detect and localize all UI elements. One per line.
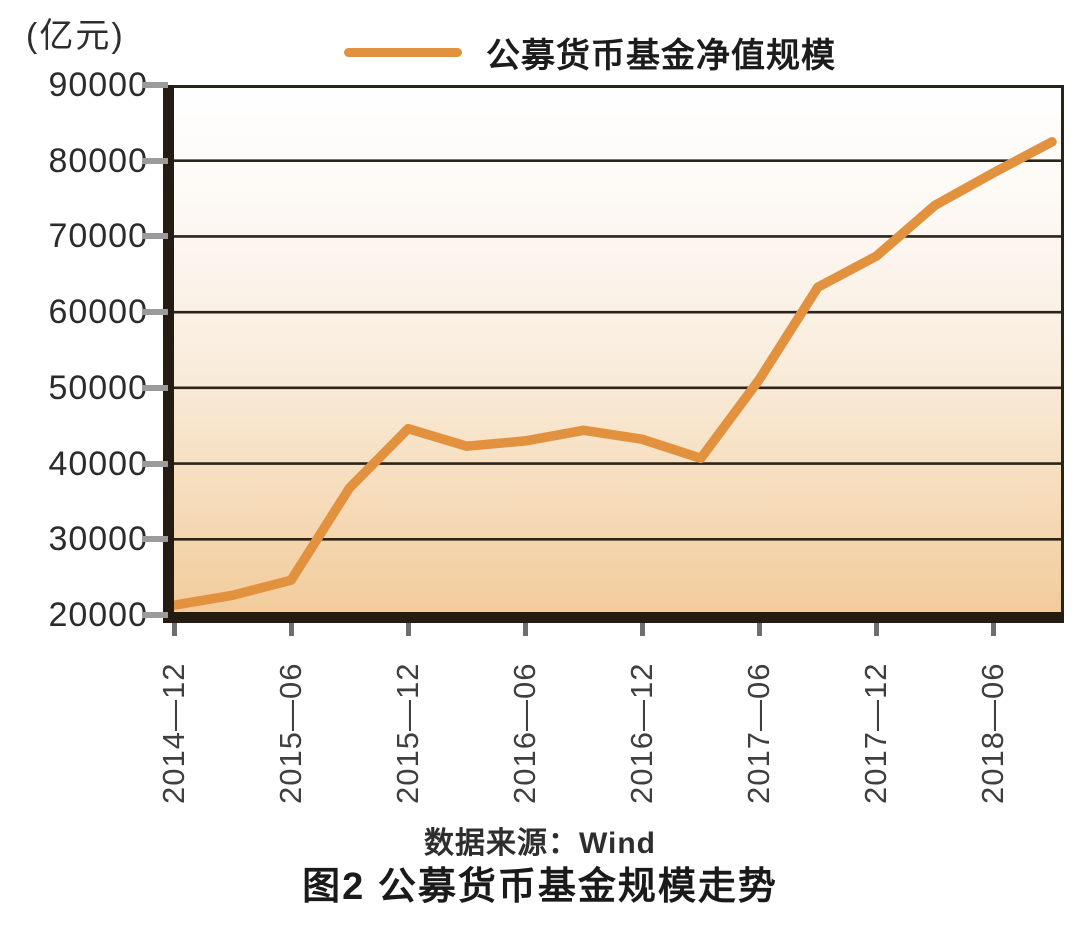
figure-title: 图2 公募货币基金规模走势 [302, 866, 778, 908]
x-tick-mark [990, 623, 996, 636]
legend-label: 公募货币基金净值规模 [486, 37, 836, 75]
y-tick-label: 70000 [48, 217, 148, 256]
line-chart-canvas [174, 85, 1064, 615]
x-tick-label: 2018—06 [975, 662, 1011, 804]
y-tick-mark [142, 309, 168, 316]
legend: 公募货币基金净值规模 [344, 28, 836, 77]
x-axis-bar [163, 612, 1064, 623]
x-tick-label: 2014—12 [156, 662, 191, 804]
y-tick-mark [142, 536, 168, 543]
x-tick-mark [288, 623, 294, 636]
y-tick-label: 40000 [48, 444, 148, 483]
y-tick-mark [142, 384, 168, 391]
x-tick-label: 2015—06 [273, 662, 309, 804]
x-tick-label: 2017—06 [741, 662, 777, 804]
y-tick-label: 90000 [48, 66, 148, 104]
x-tick-mark [873, 623, 879, 636]
x-tick-mark [639, 623, 645, 636]
data-source-caption: 数据来源：Wind [423, 827, 657, 860]
x-tick-mark [756, 623, 762, 636]
y-tick-mark [142, 460, 168, 467]
data-line-series [174, 137, 1057, 610]
y-tick-label: 60000 [48, 293, 148, 332]
x-tick-label: 2016—12 [624, 662, 660, 804]
x-tick-mark [405, 623, 411, 636]
y-tick-mark [142, 157, 168, 164]
y-tick-mark [142, 233, 168, 240]
y-tick-label: 20000 [48, 596, 148, 634]
y-tick-label: 80000 [48, 141, 148, 180]
x-tick-mark [171, 623, 177, 636]
y-tick-mark [142, 612, 168, 618]
y-axis-unit-label: (亿元) [26, 17, 125, 55]
legend-line-swatch [344, 48, 462, 57]
y-axis-bar [163, 85, 174, 623]
plot-area [174, 85, 1064, 615]
y-tick-label: 30000 [48, 520, 148, 559]
x-tick-mark [522, 623, 528, 636]
x-tick-label: 2017—12 [858, 662, 894, 804]
y-tick-label: 50000 [48, 368, 148, 407]
y-tick-mark [142, 82, 168, 88]
x-tick-label: 2015—12 [390, 662, 426, 804]
plot-background [174, 85, 1064, 615]
x-tick-label: 2016—06 [507, 662, 543, 804]
